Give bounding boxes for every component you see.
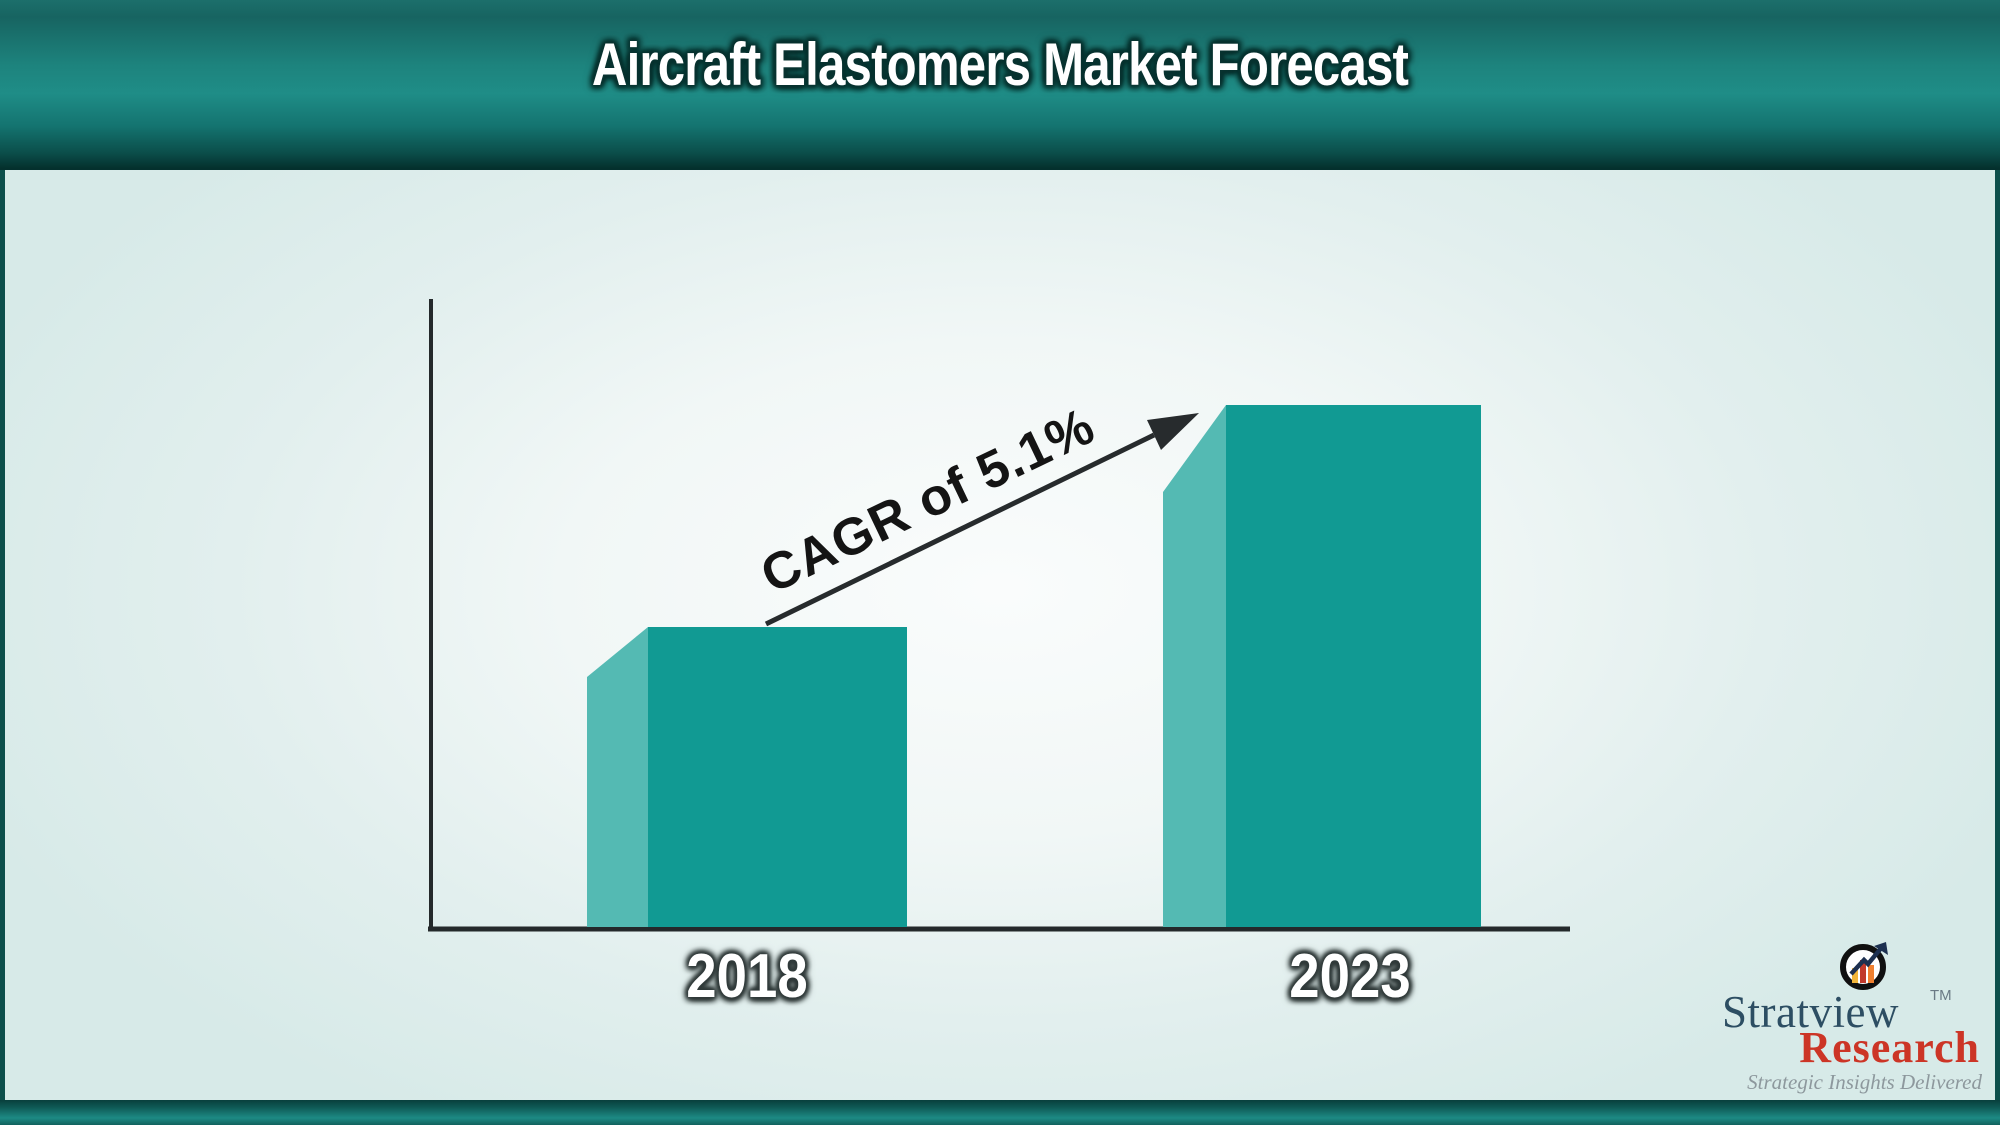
stratview-research-logo: Stratview TM Research Strategic Insights… [1700,940,1992,1110]
chart-area-background [0,170,2000,1100]
growth-arrow-head-icon [1147,413,1199,450]
logo-subbrand-text: Research [1799,1023,1980,1072]
magnifier-chart-icon [1840,942,1888,990]
footer-band [0,1100,2000,1125]
x-tick-label-2023: 2023 [1289,942,1411,1011]
bar-2018-side-face [587,627,648,927]
header-band: Aircraft Elastomers Market Forecast [0,0,2000,170]
logo-tagline: Strategic Insights Delivered [1747,1070,1982,1094]
bar-2018 [648,627,907,927]
logo-mini-bar-2 [1860,960,1866,983]
x-tick-label-2018: 2018 [686,942,808,1011]
growth-arrow-line [764,432,1156,627]
logo-trend-line-icon [1849,945,1884,976]
page-title: Aircraft Elastomers Market Forecast [591,31,1409,98]
bar-2023-side-face [1163,405,1226,927]
logo-trend-arrow-head-icon [1874,942,1888,955]
trademark-label: TM [1930,987,1952,1004]
logo-mini-bar-3 [1868,965,1874,983]
bar-2023 [1226,405,1481,927]
logo-mini-bar-1 [1852,968,1858,983]
logo-brand-text: Stratview [1722,987,1899,1037]
